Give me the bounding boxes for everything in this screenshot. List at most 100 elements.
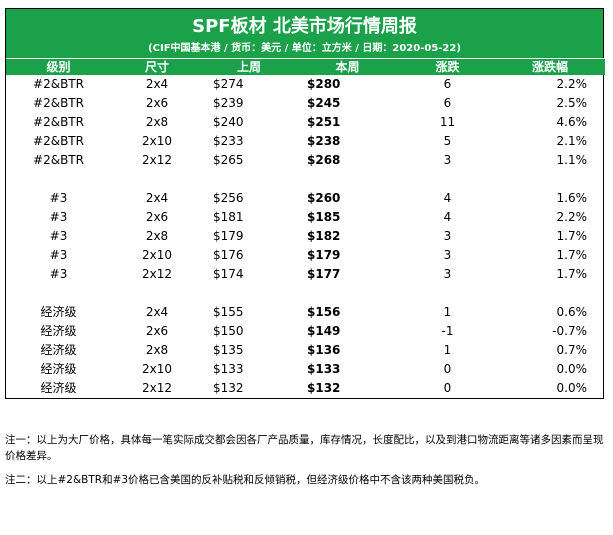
group-spacer-row [6,170,605,189]
table-row: #2&BTR 2x8 $240 $251 11 4.6% [6,113,605,132]
grade-cell: 经济级 [40,381,77,395]
change-cell: 3 [443,153,452,167]
table-row: #2&BTR 2x10 $233 $238 5 2.1% [6,132,605,151]
change-percent-cell: 0.0% [556,381,588,395]
grade-cell: #2&BTR [33,96,84,110]
table-row: 经济级 2x12 $132 $132 0 0.0% [6,379,605,398]
size-cell: 2x6 [145,96,169,110]
grade-cell: #2&BTR [33,134,84,148]
table-header-row: 级别 尺寸 上周 本周 涨跌 涨跌幅 [6,58,605,75]
change-cell: 3 [443,229,452,243]
change-cell: 0 [443,362,452,376]
report-subtitle: (CIF中国基本港 / 货币：美元 / 单位：立方米 / 日期：2020-05-… [148,43,461,54]
last-week-price-cell: $133 [213,362,244,376]
this-week-price-cell: $280 [307,77,341,91]
this-week-price-cell: $260 [307,191,341,205]
this-week-price-cell: $182 [307,229,341,243]
change-percent-cell: 1.6% [556,191,588,205]
this-week-price-cell: $245 [307,96,341,110]
last-week-price-cell: $239 [213,96,244,110]
this-week-price-cell: $177 [307,267,341,281]
change-cell: 6 [443,77,452,91]
column-header-this-week: 本周 [295,58,400,75]
note-2: 注二：以上#2&BTR和#3价格已含美国的反补贴税和反倾销税，但经济级价格中不含… [5,474,486,486]
this-week-price-cell: $185 [307,210,341,224]
change-percent-cell: 0.0% [556,362,588,376]
grade-cell: #2&BTR [33,77,84,91]
last-week-price-cell: $256 [213,191,244,205]
change-percent-cell: 1.7% [556,248,588,262]
change-percent-cell: 1.7% [556,229,588,243]
last-week-price-cell: $233 [213,134,244,148]
size-cell: 2x6 [145,210,169,224]
last-week-price-cell: $274 [213,77,244,91]
size-cell: 2x8 [145,229,169,243]
change-cell: 0 [443,381,452,395]
change-percent-cell: 1.1% [556,153,588,167]
change-percent-cell: 2.2% [556,210,588,224]
this-week-price-cell: $251 [307,115,341,129]
grade-cell: 经济级 [40,362,77,376]
table-row: 经济级 2x10 $133 $133 0 0.0% [6,360,605,379]
last-week-price-cell: $174 [213,267,244,281]
size-cell: 2x12 [141,381,172,395]
note-1: 注一：以上为大厂价格，具体每一笔实际成交都会因各厂产品质量，库存情况，长度配比，… [5,434,604,462]
this-week-price-cell: $238 [307,134,341,148]
this-week-price-cell: $132 [307,381,341,395]
this-week-price-cell: $156 [307,305,341,319]
change-percent-cell: 2.5% [556,96,588,110]
change-percent-cell: 4.6% [556,115,588,129]
last-week-price-cell: $150 [213,324,244,338]
grade-cell: #3 [49,267,68,281]
price-report: SPF板材 北美市场行情周报 (CIF中国基本港 / 货币：美元 / 单位：立方… [5,8,605,399]
last-week-price-cell: $181 [213,210,244,224]
change-cell: 5 [443,134,452,148]
change-cell: 3 [443,248,452,262]
change-cell: 3 [443,267,452,281]
last-week-price-cell: $176 [213,248,244,262]
change-cell: -1 [441,324,454,338]
change-cell: 4 [443,210,452,224]
table-row: 经济级 2x8 $135 $136 1 0.7% [6,341,605,360]
size-cell: 2x6 [145,324,169,338]
grade-cell: 经济级 [40,305,77,319]
price-table: 级别 尺寸 上周 本周 涨跌 涨跌幅 #2&BTR 2x4 $274 $280 6 2.2… [6,58,605,398]
last-week-price-cell: $135 [213,343,244,357]
grade-cell: 经济级 [40,324,77,338]
table-row: #3 2x10 $176 $179 3 1.7% [6,246,605,265]
change-percent-cell: 2.2% [556,77,588,91]
this-week-price-cell: $179 [307,248,341,262]
size-cell: 2x4 [145,305,169,319]
change-cell: 1 [443,305,452,319]
column-header-last-week: 上周 [203,58,295,75]
column-header-size: 尺寸 [111,58,203,75]
size-cell: 2x10 [141,134,172,148]
change-cell: 11 [439,115,456,129]
grade-cell: #3 [49,229,68,243]
this-week-price-cell: $268 [307,153,341,167]
change-percent-cell: -0.7% [552,324,587,338]
table-row: #2&BTR 2x12 $265 $268 3 1.1% [6,151,605,170]
grade-cell: 经济级 [40,343,77,357]
table-row: 经济级 2x4 $155 $156 1 0.6% [6,303,605,322]
spacer-cell [6,284,605,303]
grade-cell: #3 [49,191,68,205]
table-row: #2&BTR 2x6 $239 $245 6 2.5% [6,94,605,113]
size-cell: 2x12 [141,153,172,167]
table-row: 经济级 2x6 $150 $149 -1 -0.7% [6,322,605,341]
notes: 注一：以上为大厂价格，具体每一笔实际成交都会因各厂产品质量，库存情况，长度配比，… [5,432,605,496]
size-cell: 2x4 [145,77,169,91]
change-percent-cell: 0.6% [556,305,588,319]
table-row: #2&BTR 2x4 $274 $280 6 2.2% [6,75,605,94]
column-header-grade: 级别 [6,58,111,75]
report-header: SPF板材 北美市场行情周报 (CIF中国基本港 / 货币：美元 / 单位：立方… [6,9,603,58]
table-row: #3 2x6 $181 $185 4 2.2% [6,208,605,227]
last-week-price-cell: $240 [213,115,244,129]
grade-cell: #2&BTR [33,115,84,129]
spacer-cell [6,170,605,189]
grade-cell: #3 [49,248,68,262]
change-cell: 6 [443,96,452,110]
last-week-price-cell: $179 [213,229,244,243]
report-title: SPF板材 北美市场行情周报 [192,16,417,37]
this-week-price-cell: $133 [307,362,341,376]
